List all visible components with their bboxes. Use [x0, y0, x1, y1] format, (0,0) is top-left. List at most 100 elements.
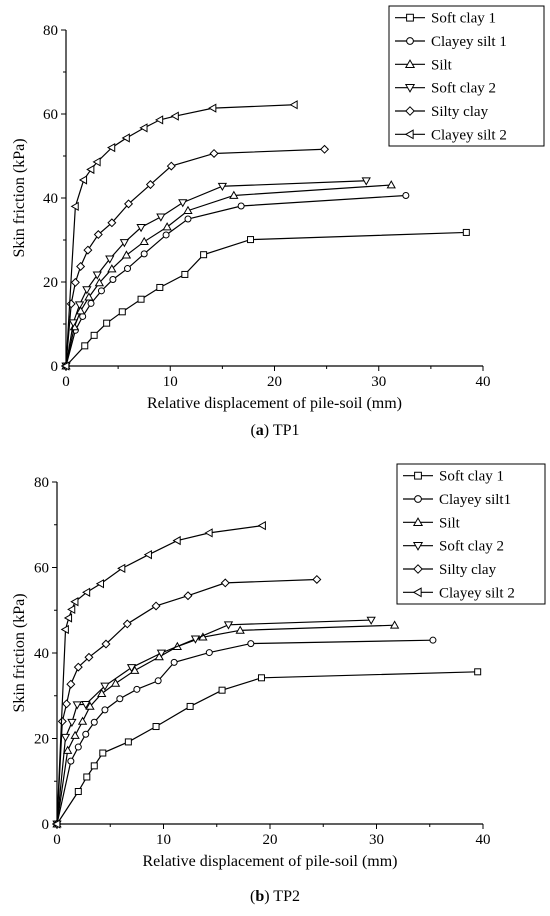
- chart-b-data-point: [218, 686, 226, 694]
- chart-a-data-point: [124, 265, 132, 273]
- chart-a-series-line: [65, 184, 392, 367]
- chart-a-x-axis-label: Relative displacement of pile-soil (mm): [147, 395, 402, 412]
- chart-b-data-point: [62, 699, 72, 709]
- chart-b-data-point: [74, 788, 82, 796]
- chart-a-data-point: [217, 182, 228, 192]
- chart-b-data-point: [83, 773, 91, 781]
- chart-b-data-point: [122, 619, 132, 629]
- chart-a-series-4: [61, 144, 330, 371]
- chart-b-data-point: [70, 730, 80, 739]
- chart-b-series-line: [56, 578, 317, 825]
- chart-b-data-point: [186, 702, 194, 710]
- chart-b-y-axis-label: Skin friction (kPa): [11, 593, 28, 712]
- chart-b-data-point: [82, 730, 90, 738]
- chart-a-data-point: [92, 271, 102, 280]
- chart-a-y-axis-label: Skin friction (kPa): [11, 138, 28, 257]
- chart-b-data-point: [116, 695, 124, 703]
- chart-a-data-point: [139, 123, 148, 133]
- chart-a-data-point: [66, 299, 76, 309]
- chart-a-data-point: [181, 270, 189, 278]
- chart-b-data-point: [151, 601, 161, 611]
- chart-a-data-point: [200, 251, 208, 259]
- chart-b-legend-marker: [414, 471, 422, 480]
- chart-a-data-point: [136, 224, 146, 233]
- chart-b-data-point: [57, 716, 67, 726]
- chart-b-series-5: [52, 520, 266, 829]
- chart-b-series-line: [56, 671, 478, 825]
- chart-a-legend-label: Clayey silt 1: [431, 34, 507, 50]
- chart-a-data-point: [402, 191, 410, 199]
- chart-a-y-tick-label: 80: [43, 23, 58, 39]
- chart-b-x-axis-label: Relative displacement of pile-soil (mm): [142, 853, 397, 870]
- chart-a-data-point: [107, 142, 116, 153]
- caption-a: (a) TP1: [250, 422, 300, 439]
- chart-b-legend-label: Silt: [439, 515, 461, 531]
- chart-a-series-0: [62, 228, 470, 370]
- chart-a-data-point: [137, 295, 145, 303]
- chart-a-legend-label: Silt: [431, 57, 453, 73]
- chart-b-legend-label: Clayey silt 2: [439, 585, 515, 601]
- chart-a-data-point: [82, 286, 92, 295]
- chart-b-x-tick-label: 0: [53, 832, 61, 848]
- chart-panel-a: 0 10 20 30 40 0 20 40 60 80 Relative displacement …: [11, 5, 545, 439]
- chart-b-series-1: [53, 636, 437, 828]
- chart-b-data-point: [67, 757, 75, 765]
- chart-b-data-point: [95, 579, 105, 589]
- chart-b-data-point: [156, 649, 167, 658]
- chart-b-data-point: [126, 664, 137, 673]
- chart-b-data-point: [312, 574, 322, 584]
- chart-b-legend-label: Soft clay 2: [439, 539, 504, 555]
- chart-b-x-tick-label: 20: [263, 832, 278, 848]
- chart-a-series-5: [61, 100, 298, 371]
- chart-b-x-tick-label: 10: [156, 832, 171, 848]
- chart-a-series-line: [65, 104, 295, 367]
- chart-a-data-point: [81, 342, 89, 350]
- chart-a-series-line: [65, 148, 325, 367]
- caption-b-label: b: [255, 888, 265, 905]
- chart-b-data-point: [474, 668, 482, 676]
- chart-a-data-point: [162, 231, 170, 239]
- chart-a-data-point: [93, 230, 103, 240]
- chart-a-data-point: [183, 205, 193, 214]
- caption-b: (b) TP2: [250, 888, 300, 905]
- chart-b-data-point: [101, 706, 109, 714]
- chart-a-x-tick-label: 30: [371, 374, 386, 390]
- chart-b-data-point: [77, 716, 88, 725]
- chart-a-legend-marker: [406, 37, 414, 45]
- chart-a-data-point: [386, 180, 396, 189]
- chart-a-legend-label: Soft clay 2: [431, 81, 496, 97]
- chart-b-y-tick-label: 60: [34, 561, 49, 577]
- chart-a-data-point: [119, 239, 130, 248]
- chart-a-data-point: [78, 175, 88, 185]
- chart-a-data-point: [107, 264, 117, 273]
- chart-a-legend-label: Clayey silt 2: [431, 127, 507, 143]
- chart-b-series-line: [56, 639, 433, 825]
- chart-a-data-point: [209, 148, 219, 158]
- chart-b-data-point: [90, 718, 98, 726]
- chart-b-data-point: [67, 604, 76, 615]
- chart-a-data-point: [462, 228, 470, 236]
- chart-a-data-point: [170, 111, 179, 121]
- chart-a-series-line: [65, 180, 367, 367]
- chart-a-data-point: [156, 283, 164, 291]
- chart-b-legend-marker: [414, 495, 422, 503]
- chart-b-data-point: [101, 639, 111, 649]
- chart-a-x-tick-label: 40: [476, 374, 491, 390]
- chart-b-data-point: [223, 621, 234, 630]
- chart-b-data-point: [72, 701, 82, 710]
- chart-b-series-2: [52, 620, 400, 828]
- chart-a-data-point: [109, 275, 117, 283]
- chart-b-data-point: [204, 528, 213, 538]
- chart-a-data-point: [92, 157, 101, 167]
- chart-b-data-point: [81, 700, 91, 710]
- chart-a-y-tick-label: 60: [43, 107, 58, 123]
- chart-a-y-tick-label: 40: [43, 191, 58, 207]
- chart-a-legend-marker: [404, 84, 416, 93]
- chart-b-y-tick-label: 20: [34, 732, 49, 748]
- chart-a-data-point: [86, 164, 95, 175]
- chart-a-data-point: [107, 218, 117, 228]
- chart-b-data-point: [66, 679, 76, 689]
- chart-a-data-point: [79, 312, 87, 320]
- chart-a-x-tick-label: 0: [62, 374, 70, 390]
- chart-b-legend-label: Silty clay: [439, 562, 497, 578]
